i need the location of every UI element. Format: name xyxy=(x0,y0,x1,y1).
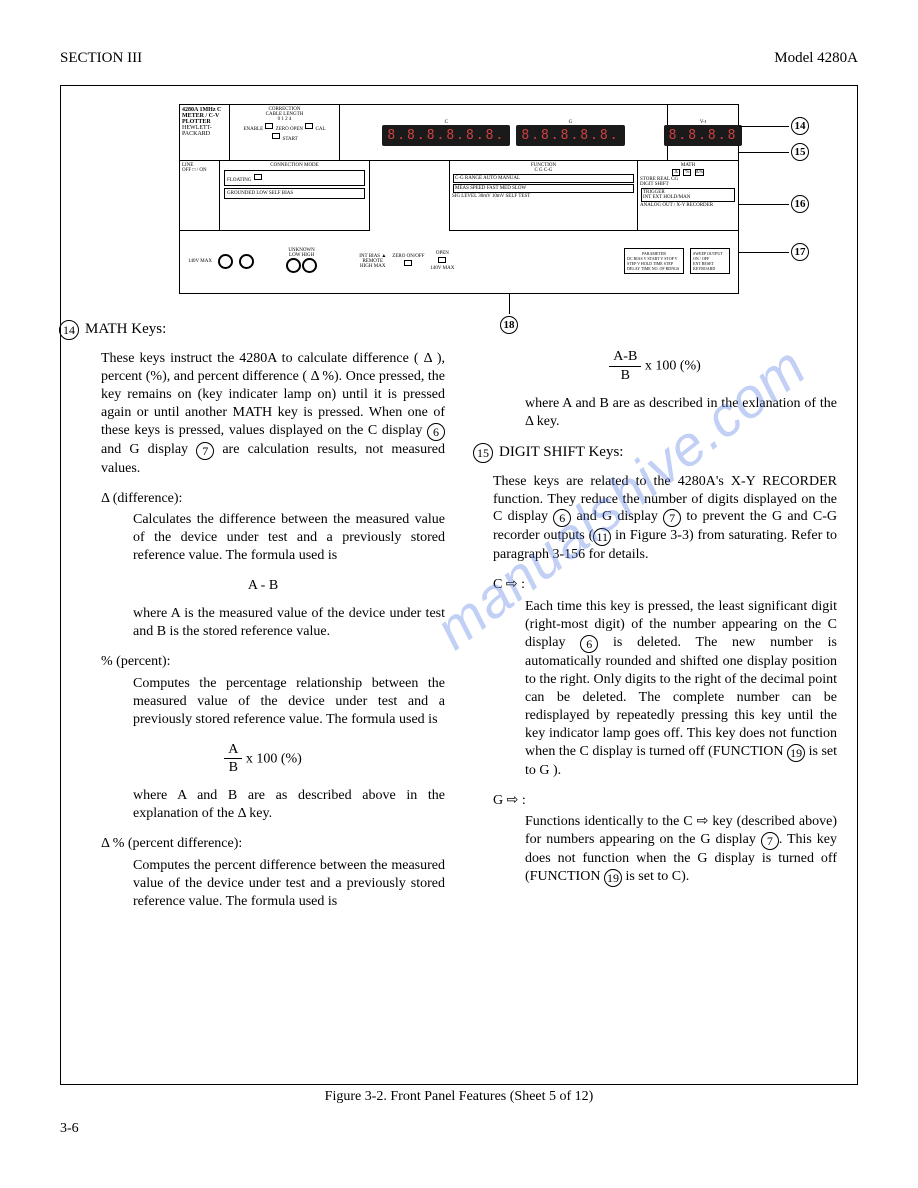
instrument-panel: 4280A 1MHz C METER / C-V PLOTTER HEWLETT… xyxy=(179,104,739,294)
callout-18: 18 xyxy=(500,316,518,334)
instrument-figure: 4280A 1MHz C METER / C-V PLOTTER HEWLETT… xyxy=(179,104,739,294)
vt-display: 8.8.8.8 xyxy=(664,125,743,146)
page-number: 3-6 xyxy=(60,1121,858,1137)
callout-16: 16 xyxy=(791,195,809,213)
callout-17: 17 xyxy=(791,243,809,261)
sec15-intro: These keys are related to the 4280A's X-… xyxy=(493,473,837,565)
gshift-text: Functions identically to the C ⇨ key (de… xyxy=(525,813,837,887)
bnc-connector xyxy=(218,254,233,269)
section-14-head: 14 MATH Keys: xyxy=(59,320,445,340)
pct-where: where A and B are as described above in … xyxy=(133,787,445,823)
diff-formula: A - B xyxy=(81,577,445,595)
instr-parameter: PARAMETER DC BIAS V START V STOP V STEP … xyxy=(624,248,684,274)
sec14-intro: These keys instruct the 4280A to calcula… xyxy=(101,350,445,478)
cshift-label: C ⇨ : xyxy=(493,576,837,594)
body-columns: 14 MATH Keys: These keys instruct the 42… xyxy=(81,314,837,923)
pct-formula: AB x 100 (%) xyxy=(81,741,445,778)
bnc-connector xyxy=(286,258,301,273)
instr-logo: 4280A 1MHz C METER / C-V PLOTTER HEWLETT… xyxy=(180,105,230,160)
instr-vt-display: V-t8.8.8.8 xyxy=(668,105,738,160)
right-column: A-BB x 100 (%) where A and B are as desc… xyxy=(473,314,837,923)
c-display: 8.8.8.8.8.8. xyxy=(382,125,510,146)
gshift-label: G ⇨ : xyxy=(493,792,837,810)
g-display: 8.8.8.8.8. xyxy=(516,125,624,146)
instr-math-area: MATH Δ % Δ% STORE REAL CG DIGIT SHIFT TR… xyxy=(638,161,738,231)
instr-correction: CORRECTION CABLE LENGTH 0 1 2 4 ENABLE Z… xyxy=(230,105,340,160)
diff-where: where A is the measured value of the dev… xyxy=(133,605,445,641)
instr-line: LINE OFF □ / ON xyxy=(180,161,220,231)
dpct-text: Computes the percent difference between … xyxy=(133,857,445,911)
left-column: 14 MATH Keys: These keys instruct the 42… xyxy=(81,314,445,923)
dpct-formula: A-BB x 100 (%) xyxy=(473,348,837,385)
diff-label: Δ (difference): xyxy=(101,490,445,508)
pct-text: Computes the percentage relationship bet… xyxy=(133,675,445,729)
diff-text: Calculates the difference between the me… xyxy=(133,511,445,565)
instr-sweep: SWEEP OUTPUT ON / OFF ENT RESET KEYBOARD xyxy=(690,248,730,274)
pct-label: % (percent): xyxy=(101,653,445,671)
page-header: SECTION III Model 4280A xyxy=(60,50,858,67)
cshift-text: Each time this key is pressed, the least… xyxy=(525,598,837,779)
dpct-label: Δ % (percent difference): xyxy=(101,835,445,853)
instr-displays: C8.8.8.8.8.8. G8.8.8.8.8. xyxy=(340,105,668,160)
bnc-connector xyxy=(302,258,317,273)
bnc-connector xyxy=(239,254,254,269)
instr-function-area: FUNCTION C G C-G C-G RANGE AUTO MANUAL M… xyxy=(450,161,638,231)
model-label: Model 4280A xyxy=(774,50,858,67)
page-frame: manualshive.com 4280A 1MHz C METER / C-V… xyxy=(60,85,858,1085)
dpct-where: where A and B are as described in the ex… xyxy=(525,395,837,431)
section-label: SECTION III xyxy=(60,50,142,67)
callout-15: 15 xyxy=(791,143,809,161)
callout-14: 14 xyxy=(791,117,809,135)
figure-caption: Figure 3-2. Front Panel Features (Sheet … xyxy=(60,1089,858,1105)
instr-bottom: 140V MAX UNKNOWN LOW HIGH INT BIAS ▲ REM… xyxy=(180,231,738,291)
instr-connection: CONNECTION MODE FLOATING GROUNDED LOW SE… xyxy=(220,161,370,231)
section-15-head: 15 DIGIT SHIFT Keys: xyxy=(473,443,837,463)
